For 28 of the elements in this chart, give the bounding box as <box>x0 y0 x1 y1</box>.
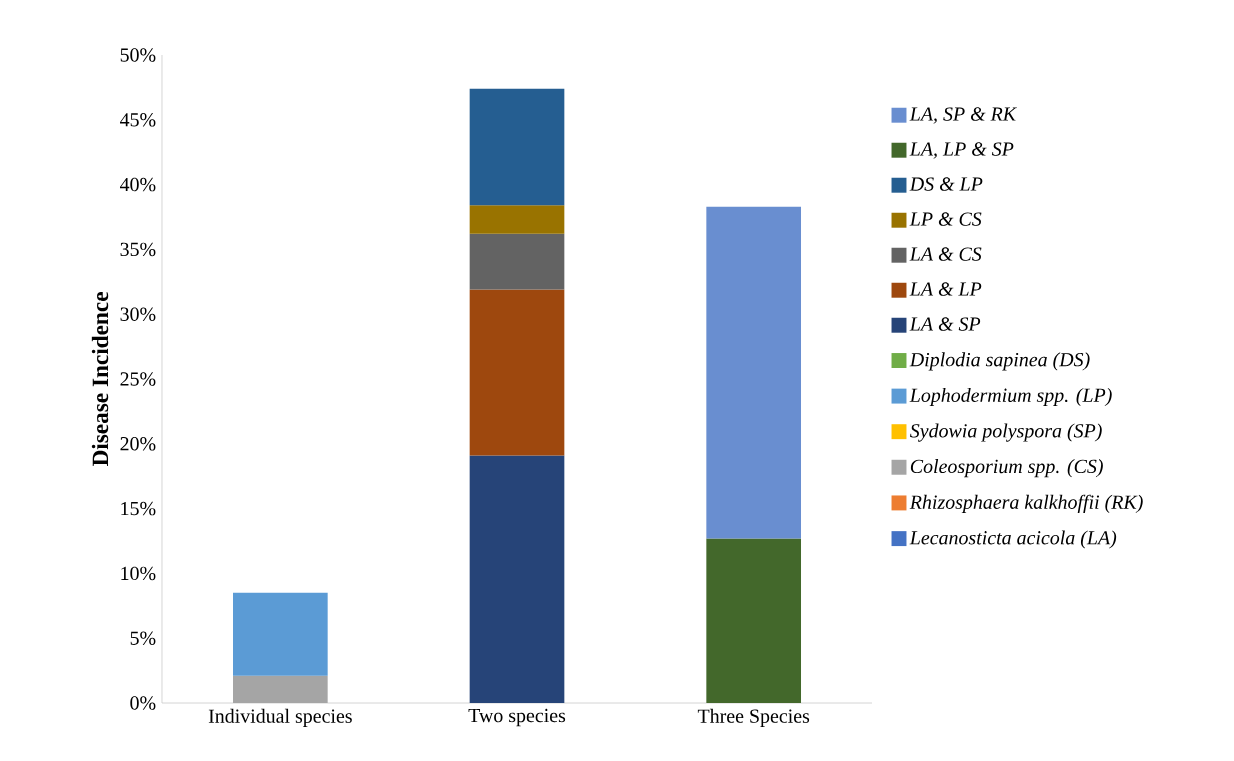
y-tick-label: 50% <box>120 48 156 62</box>
y-tick-label: 15% <box>121 501 156 516</box>
legend-label: LP & CS <box>909 212 982 226</box>
y-tick-label: 45% <box>120 113 156 127</box>
y-tick-label: 10% <box>121 566 156 581</box>
x-tick-label: Three Species <box>697 708 810 727</box>
legend-label: Rhizosphaera kalkhoffii (RK) <box>909 494 1143 513</box>
x-tick-label: Two species <box>468 708 566 727</box>
legend-label: Lecanosticta acicola (LA) <box>909 530 1117 549</box>
x-tick-label: Individual species <box>208 708 352 727</box>
y-tick-label: 0% <box>130 696 156 710</box>
legend-label: LA & LP <box>909 282 982 296</box>
legend-label: LA & SP <box>909 317 981 331</box>
legend-label: LA, LP & SP <box>909 142 1014 159</box>
legend-label: Coleosporium spp. (CS) <box>910 459 1103 478</box>
legend-label: LA, SP & RK <box>909 107 1017 124</box>
legend-label: Lophodermium spp. (LP) <box>909 387 1112 407</box>
y-tick-label: 40% <box>120 177 156 192</box>
legend-label: Diplodia sapinea (DS) <box>909 352 1090 371</box>
y-tick-label: 35% <box>120 242 156 257</box>
y-tick-label: 20% <box>120 437 156 451</box>
legend-label: LA & CS <box>909 247 982 261</box>
legend-label: DS & LP <box>909 177 983 191</box>
y-tick-label: 25% <box>120 372 156 386</box>
y-axis-title: Disease Incidence <box>91 292 109 467</box>
y-tick-label: 5% <box>130 631 156 645</box>
legend-label: Sydowia polyspora (SP) <box>910 423 1102 442</box>
y-tick-label: 30% <box>120 307 156 321</box>
